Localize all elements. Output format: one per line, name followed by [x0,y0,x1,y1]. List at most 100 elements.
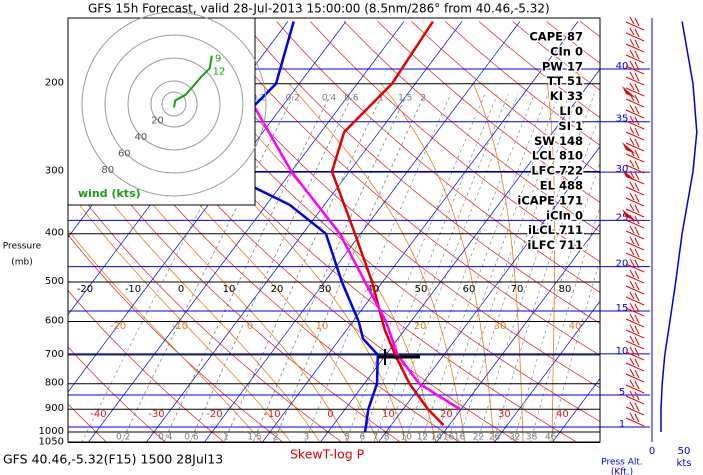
chart-title: GFS 15h Forecast, valid 28-Jul-2013 15:0… [88,2,550,16]
moist-label: 20 [414,321,427,332]
theta-label: 30 [319,284,332,295]
index-value: SW 148 [534,134,583,148]
overlay: 2003004005006007008009001000105040353025… [3,2,698,475]
index-value: LI 0 [559,104,583,118]
hodograph-title: wind (kts) [78,187,141,200]
x-tick-label: -30 [148,409,164,420]
mixing-ratio-label: 0.1 [251,94,265,104]
altitude-label: 20 [616,259,629,270]
hodograph-ring [81,11,267,197]
hodograph-trace [173,55,213,108]
mixing-ratio-line [434,94,560,442]
altitude-label: 25 [616,212,629,223]
isotherm [436,223,600,442]
y-tick-label: 1000 [39,426,64,437]
y-tick-label: 200 [45,78,64,89]
mixing-ratio-line [458,94,579,442]
index-value: LFC 722 [531,164,583,178]
wind-barb [625,115,645,130]
altitude-label: 10 [616,346,629,357]
mixing-ratio-line [223,94,383,442]
wind-barb [625,357,645,372]
wind-barb [625,104,645,119]
mixing-ratio-label: 3 [304,433,310,443]
wind-barb [625,313,645,328]
wind-barb [625,126,645,141]
mixing-ratio-label: 26 [489,433,501,443]
theta-label: 10 [223,284,236,295]
hodograph-box [67,17,256,206]
mixing-ratio-label: 32 [509,433,520,443]
mixing-ratio-label: 1 [223,433,229,443]
mixing-ratio-line [385,94,519,442]
wind-pennant [622,86,636,98]
mixing-ratio-label: 0.6 [184,433,199,443]
sounding-line [330,20,445,426]
mixing-ratio-label: 2 [420,94,426,104]
mixing-ratio-label: 0.2 [116,433,130,443]
isotherm [262,21,579,442]
wind-tick-label: 50 [678,446,691,457]
mixing-ratio-label: 14 [431,433,443,443]
mixing-ratio-line [273,94,425,442]
mixing-ratio-label: 1 [378,94,384,104]
ring-label: 20 [151,116,164,127]
mixing-ratio-label: 0.2 [286,94,300,104]
hodograph-label: 12 [213,66,226,77]
mixing-ratio-line [513,161,600,442]
x-tick-label: 30 [498,409,511,420]
mixing-ratio-line [360,94,498,442]
mixing-ratio-label: 8 [384,433,390,443]
x-tick-label: 40 [556,409,569,420]
index-value: TT 51 [547,74,583,88]
index-value: LCL 810 [532,149,583,163]
mixing-ratio-label: 10 [400,433,412,443]
theta-label: 20 [271,284,284,295]
x-tick-label: -40 [90,409,106,420]
ring-label: 40 [135,132,148,143]
wind-barb [625,390,645,405]
diagram-label: SkewT-log P [290,447,365,462]
moist-label: 0 [247,321,253,332]
index-value: iLFC 711 [527,238,583,252]
plot-frame [67,17,601,443]
mixing-ratio-line [549,259,600,442]
wind-barb [625,324,645,339]
wind-pennant [622,142,636,154]
wind-barb [625,49,645,64]
hodograph-ring [104,34,244,174]
index-value: iCAPE 171 [517,193,583,207]
y-tick-label: 300 [45,165,64,176]
wind-barb [625,137,645,152]
moist-label: 10 [316,321,329,332]
mixing-ratio-line [530,205,600,442]
isotherm [320,68,600,442]
index-value: SI 1 [558,119,583,133]
wind-barb [625,368,645,383]
hodograph-ring [161,91,187,117]
isotherm [88,21,405,442]
wind-barb [625,280,645,295]
isotherm [204,21,521,442]
hodograph-ring [127,57,221,151]
sounding-line [194,20,461,411]
mixing-ratio-label: 5 [344,433,350,443]
wind-tick-label: 0 [649,446,655,457]
mixing-ratio-label: 0.6 [344,94,359,104]
moist-label: 30 [494,321,507,332]
y-axis-title: Pressure [3,242,42,252]
footer: GFS 40.46,-5.32(F15) 1500 28Jul13 [3,452,223,467]
mixing-ratio-label: 12 [417,433,428,443]
altitude-title: (Kft.) [611,468,633,475]
moist-label: -20 [110,321,126,332]
wind-barb [625,269,645,284]
index-value: CAPE 87 [529,30,583,44]
theta-label: 60 [463,284,476,295]
wind-profile [660,21,698,432]
mixing-ratio-label: 18 [454,433,466,443]
mixing-ratio-line [447,94,570,442]
x-tick-label: 10 [382,409,395,420]
wind-barb [625,71,645,86]
